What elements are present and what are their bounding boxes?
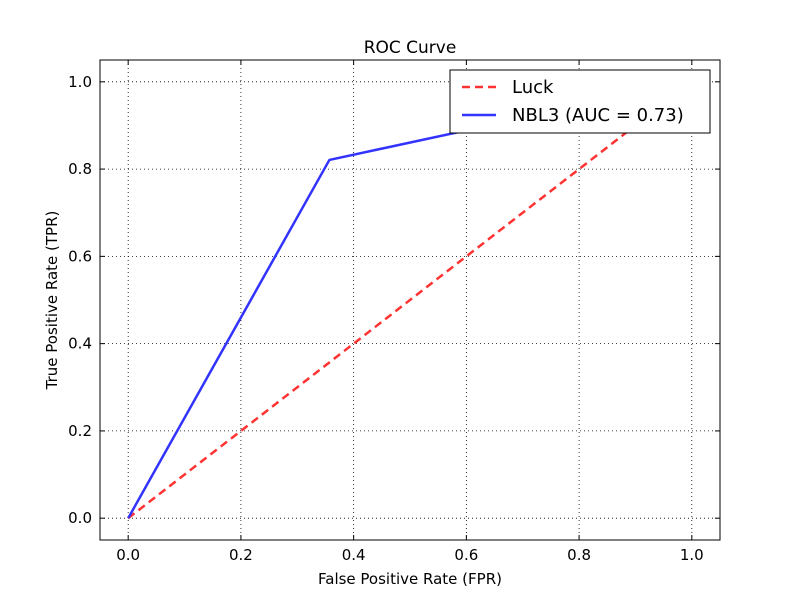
y-tick-label: 0.0: [68, 509, 92, 527]
x-axis-label: False Positive Rate (FPR): [318, 570, 502, 588]
series-line-luck: [127, 80, 693, 520]
chart-title: ROC Curve: [364, 38, 457, 58]
legend-box: [449, 69, 711, 134]
x-tick-label: 0.8: [567, 546, 591, 564]
axis-ticks: 0.0 0.2 0.4 0.6 0.8 1.0 0.0 0.2 0.4 0.6 0.8 1.0: [68, 60, 720, 564]
y-tick-label: 0.4: [68, 335, 92, 353]
x-tick-label: 0.0: [116, 546, 140, 564]
x-tick-label: 1.0: [680, 546, 704, 564]
legend-label-nbl3: NBL3 (AUC = 0.73): [512, 105, 684, 126]
legend-label-luck: Luck: [512, 77, 554, 98]
y-tick-label: 0.2: [68, 422, 92, 440]
legend: Luck NBL3 (AUC = 0.73): [449, 69, 711, 134]
y-tick-label: 1.0: [68, 73, 92, 91]
y-axis-label: True Positive Rate (TPR): [43, 211, 61, 391]
x-tick-label: 0.2: [229, 546, 253, 564]
x-tick-label: 0.6: [454, 546, 478, 564]
y-tick-label: 0.8: [68, 160, 92, 178]
y-tick-label: 0.6: [68, 247, 92, 265]
plot-frame: [99, 59, 721, 541]
x-tick-label: 0.4: [342, 546, 366, 564]
